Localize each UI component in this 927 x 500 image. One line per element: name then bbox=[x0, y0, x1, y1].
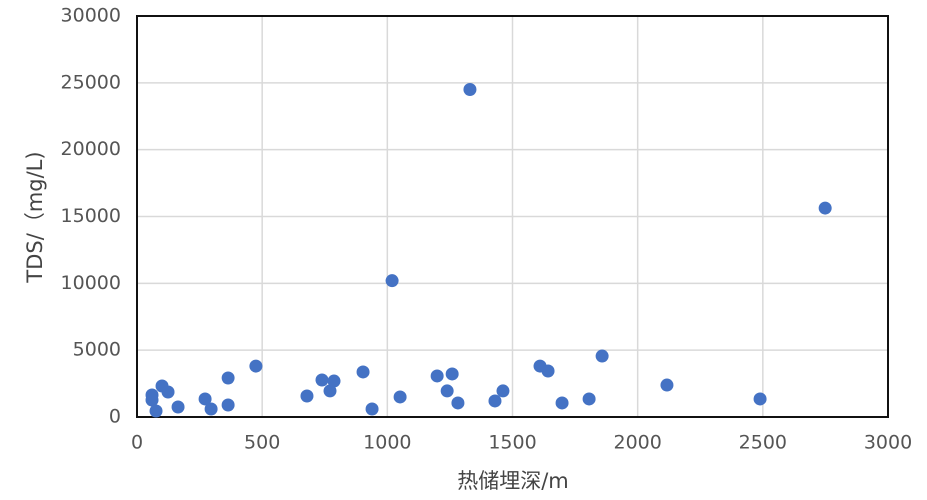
point bbox=[451, 396, 465, 410]
point bbox=[249, 359, 263, 373]
y-axis-title: TDS/（mg/L) bbox=[23, 151, 47, 283]
point bbox=[149, 404, 163, 418]
point bbox=[356, 365, 370, 379]
point bbox=[818, 201, 832, 215]
plot-frame bbox=[136, 15, 889, 418]
point bbox=[595, 349, 609, 363]
point bbox=[430, 369, 444, 383]
point bbox=[365, 402, 379, 416]
point bbox=[488, 394, 502, 408]
point bbox=[300, 389, 314, 403]
point bbox=[145, 393, 159, 407]
y-tick-label: 30000 bbox=[61, 5, 121, 27]
y-tick-label: 10000 bbox=[61, 272, 121, 294]
point bbox=[393, 390, 407, 404]
point bbox=[221, 371, 235, 385]
y-tick-label: 0 bbox=[109, 406, 121, 428]
x-tick-label: 3000 bbox=[864, 432, 912, 454]
point bbox=[445, 367, 459, 381]
x-tick-label: 2500 bbox=[739, 432, 787, 454]
x-tick-label: 0 bbox=[131, 432, 143, 454]
point bbox=[541, 364, 555, 378]
point bbox=[463, 83, 477, 97]
point bbox=[171, 400, 185, 414]
y-tick-label: 20000 bbox=[61, 138, 121, 160]
point bbox=[496, 384, 510, 398]
point bbox=[327, 374, 341, 388]
point bbox=[660, 378, 674, 392]
point bbox=[315, 373, 329, 387]
point bbox=[385, 274, 399, 288]
y-tick-label: 25000 bbox=[61, 71, 121, 93]
y-tick-label: 15000 bbox=[61, 205, 121, 227]
x-tick-label: 1500 bbox=[488, 432, 536, 454]
y-tick-label: 5000 bbox=[73, 339, 121, 361]
x-tick-label: 2000 bbox=[613, 432, 661, 454]
x-tick-label: 1000 bbox=[363, 432, 411, 454]
point bbox=[161, 385, 175, 399]
point bbox=[221, 398, 235, 412]
point bbox=[323, 384, 337, 398]
point bbox=[582, 392, 596, 406]
x-axis-title: 热储埋深/m bbox=[457, 469, 569, 493]
point bbox=[204, 402, 218, 416]
point bbox=[440, 384, 454, 398]
x-tick-label: 500 bbox=[244, 432, 280, 454]
point bbox=[753, 392, 767, 406]
point bbox=[555, 396, 569, 410]
point bbox=[198, 392, 212, 406]
